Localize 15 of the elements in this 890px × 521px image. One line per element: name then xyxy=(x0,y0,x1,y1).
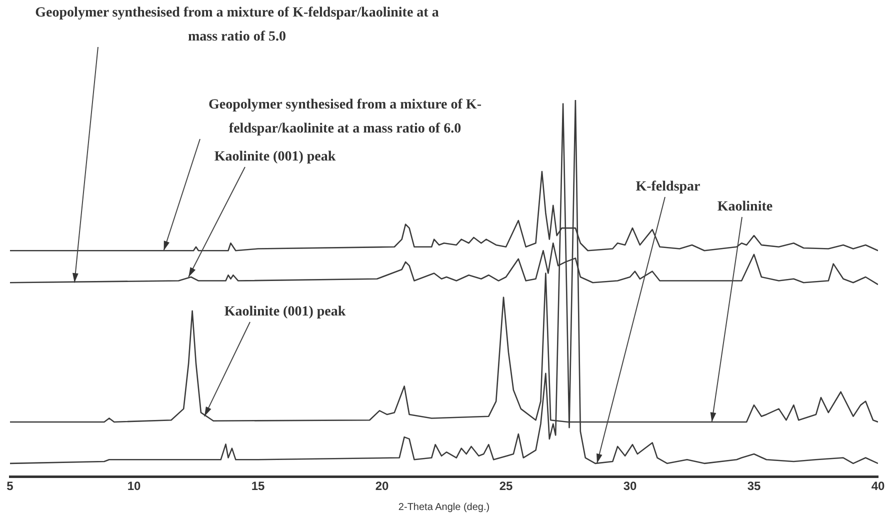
x-tick-label: 10 xyxy=(127,479,141,494)
annotation: Geopolymer synthesised from a mixture of K-feldspar/kaolinite at a mass ratio of 6.0 xyxy=(208,98,482,137)
x-tick-label: 20 xyxy=(375,479,389,494)
x-tick-label: 35 xyxy=(747,479,761,494)
x-tick-label: 30 xyxy=(623,479,637,494)
annotation: Kaolinite (001) peak xyxy=(224,304,346,320)
annotation: Kaolinite xyxy=(717,200,773,215)
x-axis-title: 2-Theta Angle (deg.) xyxy=(398,502,490,513)
x-tick-label: 15 xyxy=(251,479,265,494)
x-tick-label: 25 xyxy=(499,479,513,494)
x-tick-label: 5 xyxy=(6,479,14,494)
x-tick-label: 40 xyxy=(871,479,885,494)
annotation: Kaolinite (001) peak xyxy=(214,150,336,165)
annotation: Geopolymer synthesised from a mixture of K-feldspar/kaolinite at a mass ratio of 5.0 xyxy=(35,6,439,45)
annotation: K-feldspar xyxy=(636,180,700,195)
